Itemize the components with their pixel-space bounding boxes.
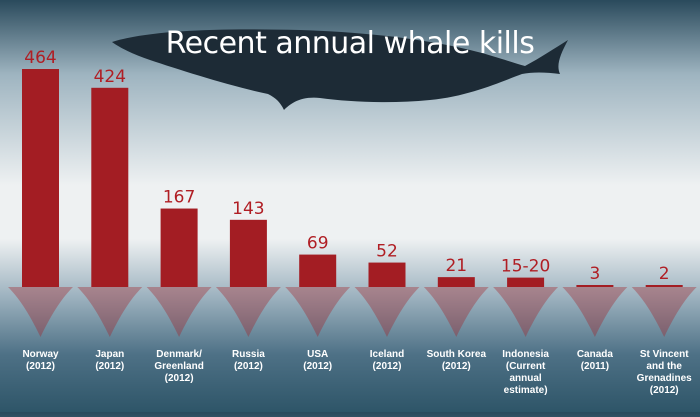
bar-reflection <box>215 287 281 337</box>
category-label: Denmark/Greenland (2012) <box>154 349 203 384</box>
background-map <box>112 29 568 111</box>
bar-reflection <box>493 287 559 337</box>
category-label: Iceland (2012) <box>370 349 404 372</box>
bar <box>299 254 337 287</box>
category-label: St Vincent and the Grenadines (2012) <box>637 349 692 396</box>
data-label: 143 <box>232 199 264 219</box>
data-label: 15-20 <box>501 257 550 277</box>
category-labels: Norway (2012) Japan (2012) Denmark/Greenland… <box>22 349 692 396</box>
bar <box>229 219 267 287</box>
category-label: Canada (2011) <box>577 349 614 372</box>
bar <box>507 277 545 287</box>
data-label: 2 <box>659 264 670 284</box>
category-label: South Korea (2012) <box>427 349 487 372</box>
data-label: 464 <box>24 48 56 68</box>
data-label: 167 <box>163 188 195 208</box>
category-label: Japan (2012) <box>95 349 124 372</box>
bar <box>576 285 614 287</box>
category-label: Russia (2012) <box>232 349 265 372</box>
bar-reflection <box>354 287 420 337</box>
category-label: USA (2012) <box>303 349 332 372</box>
bar <box>22 69 59 287</box>
bar-reflection <box>631 287 697 337</box>
value-labels: 464 424 167 143 69 52 21 15-20 3 2 <box>24 48 669 284</box>
bar-reflection <box>146 287 212 337</box>
bar <box>368 262 406 287</box>
bar <box>437 277 475 287</box>
bar-reflection <box>77 287 143 337</box>
bar <box>91 87 129 287</box>
chart-title: Recent annual whale kills <box>165 26 535 61</box>
data-label: 52 <box>376 242 398 262</box>
category-label: Indonesia (Current annual estimate) <box>502 349 549 396</box>
title-banner: Recent annual whale kills <box>0 0 700 61</box>
category-label: Norway (2012) <box>22 349 59 372</box>
data-label: 424 <box>94 67 126 87</box>
bar-reflection <box>8 287 73 337</box>
data-label: 3 <box>589 264 600 284</box>
bar <box>645 285 683 287</box>
whale-silhouette <box>112 29 568 111</box>
data-label: 69 <box>307 234 329 254</box>
bar-reflection <box>562 287 628 337</box>
bar <box>160 208 198 287</box>
bar-reflection <box>285 287 351 337</box>
data-label: 21 <box>445 256 467 276</box>
bars <box>8 69 697 337</box>
bar-reflection <box>423 287 489 337</box>
